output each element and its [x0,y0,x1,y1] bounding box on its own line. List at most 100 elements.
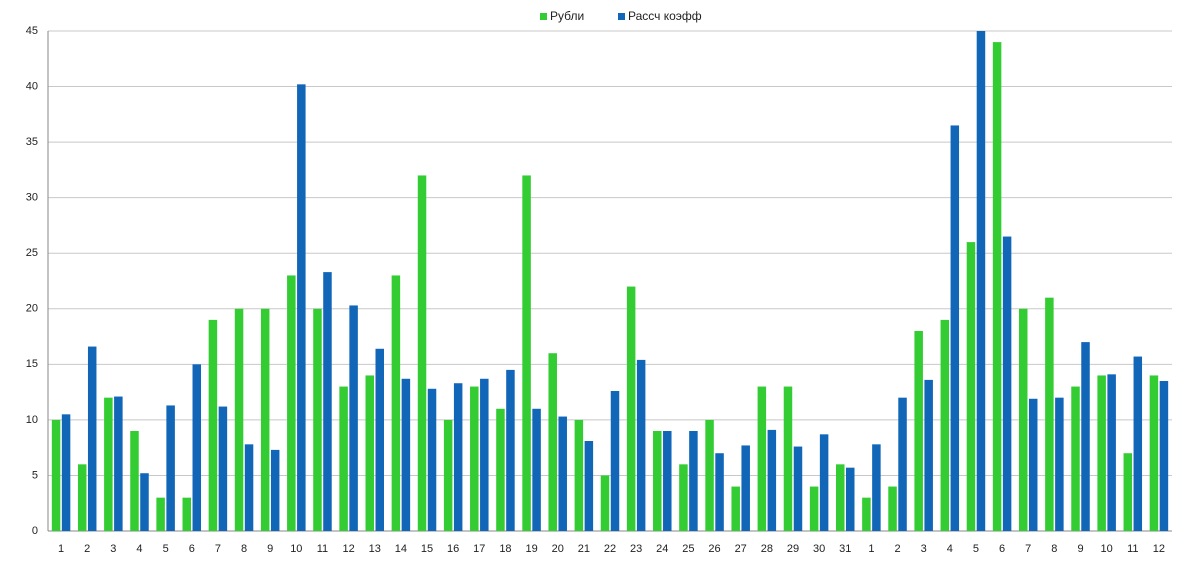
bar [375,348,384,531]
bar [1123,453,1133,531]
y-tick-label: 0 [32,525,38,537]
x-tick-label: 10 [1101,543,1113,555]
x-tick-label: 29 [787,543,799,555]
bar [679,464,688,531]
x-tick-label: 2 [84,543,90,555]
bar [297,84,306,531]
bar [506,369,515,531]
bar [244,444,254,531]
bar [809,486,819,531]
bar [313,308,322,531]
bar [77,464,87,531]
bar [480,378,489,531]
x-tick-label: 8 [1051,543,1057,555]
bar [663,431,672,531]
bar [741,445,750,531]
bar [260,308,270,531]
bar [166,405,175,531]
y-tick-label: 15 [26,358,38,370]
bar [862,497,871,531]
bar [584,441,594,531]
x-tick-label: 7 [215,543,221,555]
bar [453,383,463,531]
x-tick-label: 20 [552,543,564,555]
bar [872,444,881,531]
bar [130,431,139,531]
bar [208,319,218,531]
bar [532,408,541,531]
bar [349,305,358,531]
bar [705,419,714,531]
bar [992,42,1002,531]
x-tick-label: 6 [999,543,1005,555]
y-tick-label: 10 [26,414,38,426]
x-tick-label: 8 [241,543,247,555]
x-tick-label: 3 [110,543,116,555]
bar [427,388,437,531]
bar [61,414,71,531]
bar [87,346,97,531]
bar [323,272,332,531]
x-tick-label: 3 [921,543,927,555]
x-tick-label: 11 [317,543,328,555]
x-tick-label: 1 [868,543,874,555]
x-tick-label: 12 [342,543,354,555]
bar [731,486,740,531]
bar [104,397,113,531]
bar [287,275,296,531]
x-tick-label: 6 [189,543,195,555]
bar [1107,374,1116,531]
bar [417,175,427,531]
bar [1159,381,1169,531]
y-tick-label: 5 [32,469,38,481]
bar [653,431,662,531]
bar [548,353,557,531]
bar [1097,375,1106,531]
bar [966,242,976,531]
x-tick-label: 7 [1025,543,1031,555]
x-tick-label: 24 [656,543,668,555]
legend-label: Рассч коэфф [628,9,702,23]
bar [1018,308,1028,531]
bar [1149,375,1159,531]
x-tick-label: 10 [290,543,302,555]
bar [51,419,61,531]
bar [182,497,192,531]
y-tick-label: 30 [26,192,38,204]
x-tick-label: 4 [947,543,953,555]
bar [793,446,803,531]
bar [1002,236,1012,532]
x-tick-label: 15 [421,543,433,555]
bar [339,386,348,531]
x-tick-label: 30 [813,543,825,555]
bar [470,386,479,531]
bar [365,375,374,531]
x-tick-label: 2 [894,543,900,555]
x-tick-label: 13 [369,543,381,555]
bar [270,449,280,531]
bar [836,464,845,531]
x-tick-label: 19 [525,543,537,555]
x-tick-label: 12 [1153,543,1165,555]
x-tick-label: 21 [578,543,590,555]
bar [976,31,986,531]
x-tick-label: 14 [395,543,407,555]
bar [757,386,767,531]
bar [610,391,620,531]
bar [140,473,149,531]
bar [391,275,401,531]
bar [1028,398,1038,531]
x-tick-label: 28 [761,543,773,555]
x-tick-label: 9 [1077,543,1083,555]
x-tick-label: 4 [136,543,142,555]
bar [846,467,855,531]
bar [496,408,505,531]
bar [898,397,907,531]
bar [218,406,228,531]
x-tick-label: 18 [499,543,511,555]
legend-swatch [618,13,625,20]
bar [443,419,453,531]
bar [401,378,411,531]
bar [636,359,646,531]
